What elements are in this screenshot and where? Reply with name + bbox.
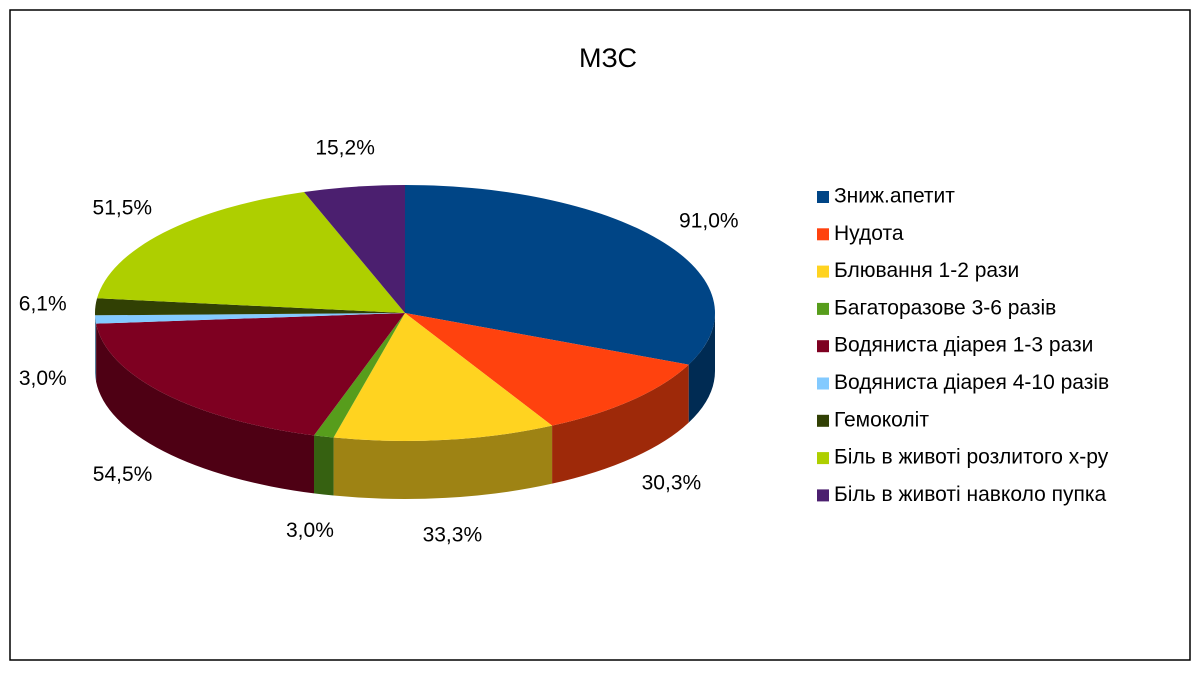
legend-swatch bbox=[817, 191, 829, 203]
legend-label: Гемоколіт bbox=[834, 408, 929, 431]
legend-swatch bbox=[817, 228, 829, 240]
legend-swatch bbox=[817, 378, 829, 390]
data-label: 15,2% bbox=[315, 136, 375, 159]
legend-swatch bbox=[817, 415, 829, 427]
legend-label: Багаторазове 3-6 разів bbox=[834, 296, 1056, 319]
legend-label: Нудота bbox=[834, 222, 904, 245]
chart-title: МЗС bbox=[579, 43, 637, 73]
pie-side bbox=[314, 435, 334, 495]
legend-swatch bbox=[817, 303, 829, 315]
legend-label: Біль в животі навколо пупка bbox=[834, 483, 1106, 506]
legend-label: Блювання 1-2 рази bbox=[834, 259, 1019, 282]
legend-swatch bbox=[817, 266, 829, 278]
legend-label: Водяниста діарея 1-3 рази bbox=[834, 334, 1093, 357]
data-label: 33,3% bbox=[423, 524, 483, 547]
data-label: 3,0% bbox=[286, 519, 334, 542]
data-label: 54,5% bbox=[93, 463, 153, 486]
legend-swatch bbox=[817, 489, 829, 501]
legend-swatch bbox=[817, 452, 829, 464]
data-label: 30,3% bbox=[642, 471, 702, 494]
legend-label: Водяниста діарея 4-10 разів bbox=[834, 371, 1109, 394]
legend-label: Біль в животі розлитого х-ру bbox=[834, 446, 1109, 469]
pie-side bbox=[95, 315, 96, 381]
legend-label: Зниж.апетит bbox=[834, 185, 955, 208]
data-label: 6,1% bbox=[19, 292, 67, 315]
data-label: 91,0% bbox=[679, 210, 739, 233]
data-label: 51,5% bbox=[93, 196, 153, 219]
data-label: 3,0% bbox=[19, 367, 67, 390]
legend-swatch bbox=[817, 340, 829, 352]
